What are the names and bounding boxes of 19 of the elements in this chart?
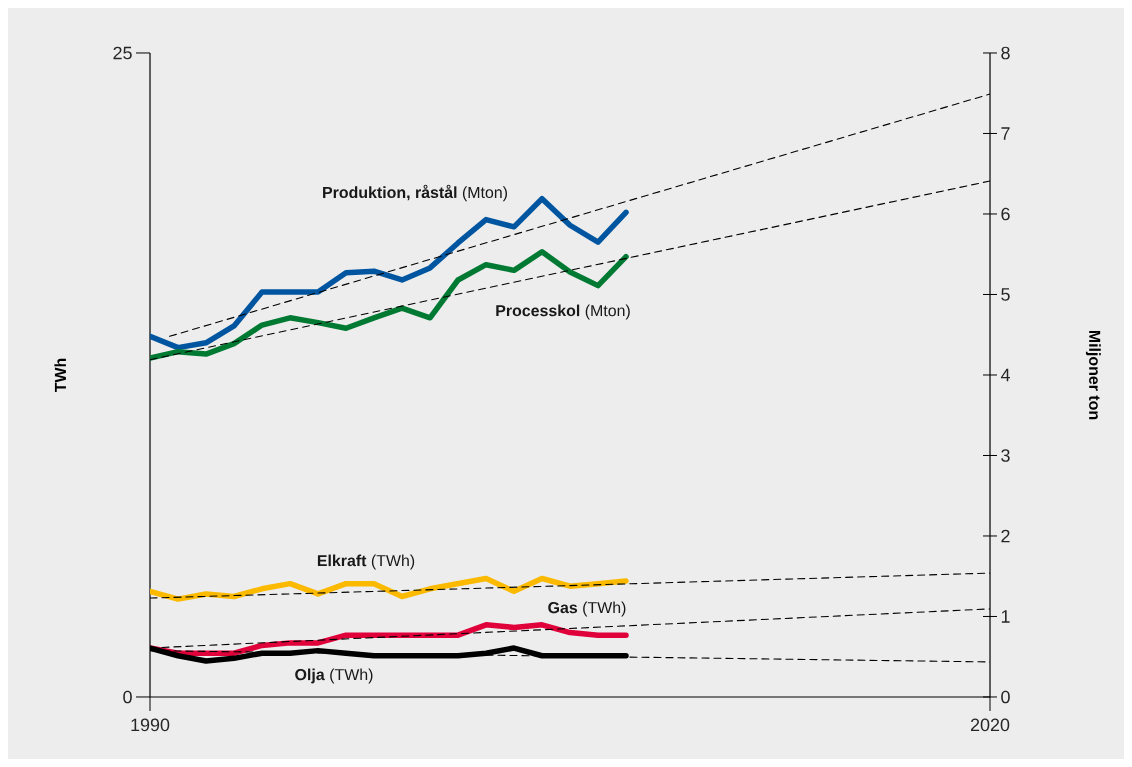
y2-tick-label: 3 [1001, 449, 1010, 462]
y2-tick-label: 2 [1001, 529, 1010, 543]
y2-tick-label: 8 [1001, 46, 1010, 60]
y2-tick-label: 7 [1001, 127, 1010, 140]
series-label: Produktion, råstål (Mton) [323, 184, 508, 202]
x-tick-label: 1990 [131, 718, 170, 732]
y2-tick-label: 4 [1000, 368, 1010, 382]
y2-axis-title: Miljoner ton [1085, 330, 1101, 420]
y2-tick-label: 1 [1001, 610, 1010, 623]
text: Processkol (Mton) [496, 304, 630, 320]
y-tick-label: 25 [113, 46, 132, 60]
series-label: Gas (TWh) [548, 601, 626, 617]
series-label: Olja (TWh) [295, 668, 373, 684]
y2-tick-label: 0 [1001, 690, 1010, 704]
y2-tick-label: 5 [1001, 288, 1010, 301]
x-tick-label: 2020 [970, 718, 1010, 732]
y2-tick-label: 6 [1001, 207, 1010, 221]
series-label: Elkraft (TWh) [317, 554, 415, 570]
y-axis-title: TWh [54, 358, 66, 393]
